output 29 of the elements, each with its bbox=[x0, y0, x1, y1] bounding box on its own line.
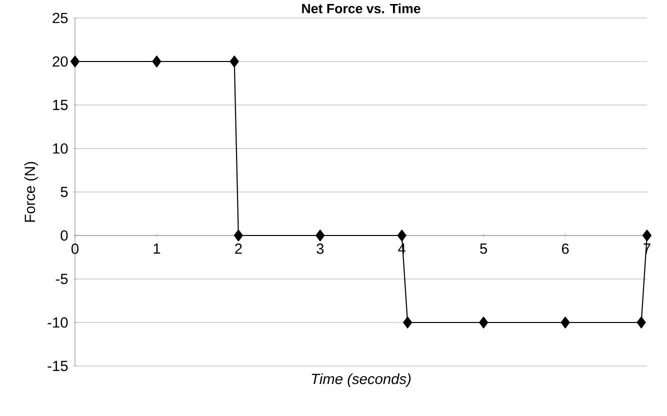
y-tick-label: -15 bbox=[48, 360, 68, 372]
point bbox=[479, 316, 488, 328]
y-tick-label: 5 bbox=[60, 186, 68, 198]
point bbox=[636, 316, 646, 328]
x-tick-label: 0 bbox=[71, 244, 78, 254]
point bbox=[397, 230, 406, 242]
y-axis-title: Force (N) bbox=[24, 162, 38, 222]
y-tick-label: 25 bbox=[52, 12, 68, 24]
chart-title: Net Force vs. Time bbox=[302, 3, 420, 14]
point bbox=[316, 230, 325, 242]
point bbox=[234, 230, 243, 242]
point bbox=[642, 230, 652, 242]
y-tick-label: 15 bbox=[53, 100, 68, 110]
x-axis-title: Time (seconds) bbox=[312, 373, 411, 388]
x-tick-label: 2 bbox=[235, 244, 242, 254]
x-tick-label: 6 bbox=[562, 244, 569, 254]
y-tick-label: 0 bbox=[60, 230, 68, 241]
y-tick-label: -5 bbox=[56, 274, 68, 284]
point bbox=[230, 56, 239, 68]
x-tick-label: 5 bbox=[480, 244, 488, 254]
y-tick-label: 20 bbox=[52, 56, 68, 67]
y-tick-label: 10 bbox=[53, 143, 68, 154]
point bbox=[70, 56, 80, 68]
point bbox=[152, 56, 162, 68]
point bbox=[560, 316, 570, 328]
x-tick-label: 3 bbox=[316, 244, 324, 254]
y-tick-label: -10 bbox=[48, 317, 68, 328]
point bbox=[403, 316, 412, 328]
x-tick-label: 1 bbox=[154, 244, 160, 254]
